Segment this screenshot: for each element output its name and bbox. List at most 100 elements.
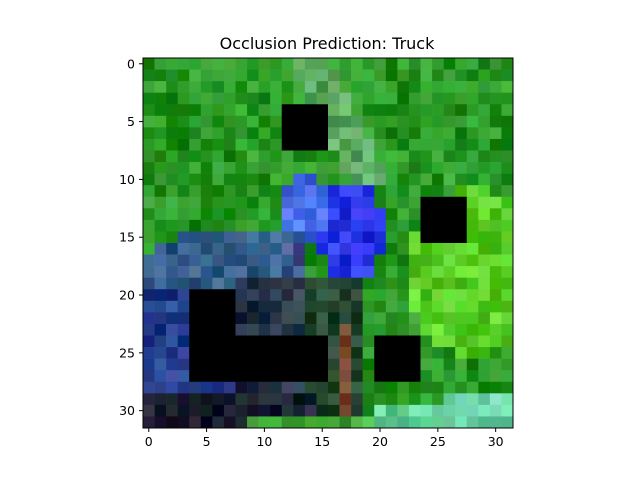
pixel <box>455 185 468 198</box>
pixel <box>408 323 421 336</box>
pixel <box>362 92 375 105</box>
pixel <box>223 254 236 267</box>
pixel <box>166 404 178 417</box>
pixel <box>455 58 468 70</box>
pixel <box>304 381 317 394</box>
pixel <box>466 92 479 105</box>
pixel <box>432 335 444 348</box>
pixel <box>200 254 213 267</box>
pixel <box>420 300 433 313</box>
pixel <box>247 58 259 70</box>
pixel <box>154 277 167 290</box>
pixel <box>455 173 468 186</box>
pixel <box>247 312 259 325</box>
pixel <box>420 138 433 151</box>
pixel <box>328 243 340 255</box>
pixel <box>281 312 294 325</box>
pixel <box>258 404 271 417</box>
pixel <box>281 81 294 93</box>
pixel <box>258 254 271 267</box>
pixel <box>501 231 514 244</box>
pixel <box>223 162 236 174</box>
pixel <box>362 347 375 359</box>
pixel <box>408 300 421 313</box>
pixel <box>420 173 433 186</box>
pixel <box>143 381 155 394</box>
pixel <box>443 289 456 302</box>
pixel <box>374 300 387 313</box>
pixel <box>328 69 340 82</box>
pixel <box>154 92 167 105</box>
pixel <box>235 243 248 255</box>
pixel <box>293 266 306 278</box>
pixel <box>189 381 202 394</box>
pixel <box>212 115 225 128</box>
pixel <box>328 393 340 406</box>
pixel <box>223 208 236 221</box>
pixel <box>154 104 167 117</box>
y-tick-label: 0 <box>127 56 135 71</box>
pixel <box>328 335 340 348</box>
x-tick-label: 20 <box>372 434 388 449</box>
pixel <box>478 69 491 82</box>
pixel <box>489 370 502 383</box>
pixel <box>235 92 248 105</box>
pixel <box>362 127 375 140</box>
pixel <box>432 92 444 105</box>
pixel <box>143 196 155 209</box>
pixel <box>420 69 433 82</box>
pixel <box>258 185 271 198</box>
pixel <box>258 115 271 128</box>
pixel <box>281 185 294 198</box>
pixel <box>258 393 271 406</box>
pixel <box>489 81 502 93</box>
pixel <box>455 323 468 336</box>
pixel <box>328 254 340 267</box>
pixel <box>374 243 387 255</box>
pixel <box>351 138 363 151</box>
pixel <box>443 58 456 70</box>
pixel <box>385 138 398 151</box>
pixel <box>316 58 329 70</box>
pixel <box>235 115 248 128</box>
pixel <box>258 173 271 186</box>
pixel <box>489 231 502 244</box>
pixel <box>501 416 514 429</box>
pixel <box>385 162 398 174</box>
pixel <box>328 58 340 70</box>
pixel <box>154 162 167 174</box>
pixel <box>385 393 398 406</box>
pixel <box>351 81 363 93</box>
pixel <box>166 323 178 336</box>
pixel <box>351 219 363 232</box>
pixel <box>154 370 167 383</box>
pixel <box>385 208 398 221</box>
pixel <box>212 138 225 151</box>
pixel <box>235 104 248 117</box>
pixel <box>466 162 479 174</box>
pixel <box>432 300 444 313</box>
pixel <box>154 347 167 359</box>
pixel <box>455 404 468 417</box>
pixel <box>270 231 283 244</box>
pixel <box>235 150 248 163</box>
pixel <box>189 231 202 244</box>
pixel <box>166 243 178 255</box>
pixel <box>189 58 202 70</box>
pixel <box>351 289 363 302</box>
pixel <box>212 92 225 105</box>
pixel <box>374 289 387 302</box>
pixel <box>455 150 468 163</box>
pixel <box>177 185 190 198</box>
pixel <box>455 347 468 359</box>
pixel <box>177 393 190 406</box>
pixel <box>189 185 202 198</box>
pixel <box>166 300 178 313</box>
pixel <box>281 69 294 82</box>
pixel <box>189 266 202 278</box>
pixel <box>351 370 363 383</box>
pixel <box>235 208 248 221</box>
pixel <box>328 162 340 174</box>
pixel <box>143 243 155 255</box>
pixel <box>258 104 271 117</box>
